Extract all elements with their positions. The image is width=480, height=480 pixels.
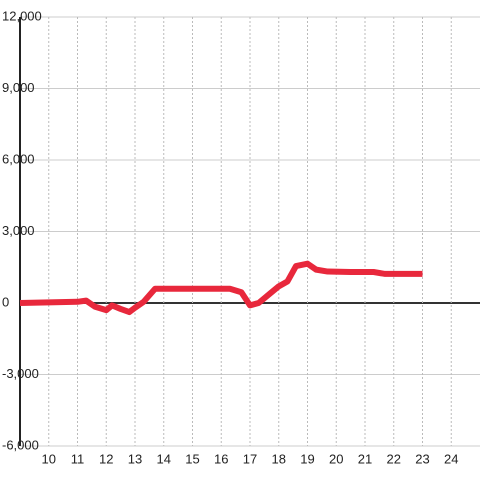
x-tick-label: 11 [71,451,85,466]
y-tick-label: -3,000 [2,366,39,381]
y-tick-label: 12,000 [2,8,42,23]
x-tick-label: 16 [214,451,228,466]
x-tick-label: 10 [42,451,56,466]
x-tick-label: 23 [415,451,429,466]
x-tick-label: 17 [243,451,257,466]
x-tick-label: 21 [358,451,372,466]
x-tick-label: 19 [300,451,314,466]
x-tick-label: 24 [444,451,458,466]
y-tick-label: 0 [2,294,9,309]
data-line [19,260,423,316]
x-tick-label: 18 [272,451,286,466]
x-tick-label: 14 [157,451,171,466]
x-tick-label: 15 [185,451,199,466]
y-tick-label: -6,000 [2,437,39,452]
x-tick-label: 20 [329,451,343,466]
y-tick-label: 6,000 [2,151,35,166]
y-tick-label: 9,000 [2,80,35,95]
x-tick-label: 12 [99,451,113,466]
x-tick-label: 13 [128,451,142,466]
y-tick-label: 3,000 [2,223,35,238]
x-tick-label: 22 [387,451,401,466]
